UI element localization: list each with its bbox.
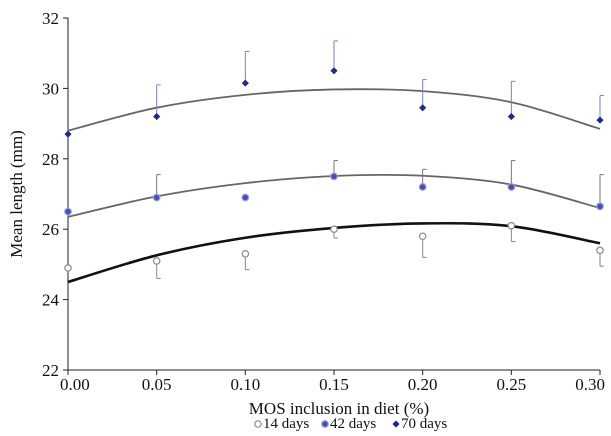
plot-area: 22 24 26 28 30 32 0.00 0.05 0.10 0.15 0.20 0.25 0.3…: [42, 9, 605, 394]
data-point-series-3: [330, 67, 338, 75]
data-point-series-1: [64, 264, 72, 272]
data-point-series-3: [419, 104, 427, 112]
x-ticks: 0.00 0.05 0.10 0.15 0.20 0.25 0.30: [60, 370, 605, 394]
y-tick-label: 24: [42, 291, 60, 310]
data-point-series-2: [330, 172, 338, 181]
x-tick-label: 0.20: [408, 375, 438, 394]
x-tick-label: 0.25: [496, 375, 526, 394]
x-tick-label: 0.05: [142, 375, 172, 394]
data-point-series-3: [507, 112, 515, 121]
y-ticks: 22 24 26 28 30 32: [42, 9, 68, 380]
legend-label-3: 70 days: [401, 416, 447, 432]
data-point-series-1: [418, 232, 427, 241]
data-point-series-1: [241, 250, 250, 258]
x-tick-label: 0.10: [230, 375, 260, 394]
data-markers: [64, 67, 604, 272]
fit-curve-3: [67, 88, 601, 132]
error-bars: [156, 40, 604, 279]
data-point-series-2: [596, 202, 604, 211]
data-point-series-1: [596, 246, 604, 255]
legend-marker-1: [254, 420, 262, 428]
legend-label-2: 42 days: [330, 416, 376, 432]
fit-lines: [67, 88, 601, 284]
y-tick-label: 32: [42, 9, 59, 28]
data-point-series-1: [152, 257, 161, 265]
data-point-series-3: [241, 79, 249, 87]
data-point-series-2: [241, 193, 250, 202]
x-tick-label: 0.30: [575, 375, 605, 394]
x-tick-label: 0.00: [60, 375, 90, 394]
legend: 14 days 42 days 70 days: [254, 416, 447, 432]
data-point-series-1: [330, 225, 338, 234]
legend-label-1: 14 days: [263, 416, 309, 432]
y-axis-label: Mean length (mm): [7, 130, 26, 257]
data-point-series-2: [64, 207, 72, 216]
y-tick-label: 22: [42, 361, 59, 380]
data-point-series-3: [596, 116, 604, 124]
data-point-series-2: [152, 193, 161, 202]
fit-curve-2: [67, 173, 601, 218]
x-tick-label: 0.15: [319, 375, 349, 394]
data-point-series-1: [507, 221, 516, 230]
legend-marker-3: [392, 420, 400, 428]
y-tick-label: 30: [42, 79, 59, 98]
legend-marker-2: [321, 420, 329, 428]
y-tick-label: 28: [42, 150, 59, 169]
x-axis-label: MOS inclusion in diet (%): [249, 399, 429, 418]
data-point-series-3: [153, 112, 161, 121]
data-point-series-3: [64, 130, 72, 138]
data-point-series-2: [418, 183, 427, 191]
data-point-series-2: [507, 183, 516, 191]
y-tick-label: 26: [42, 220, 59, 239]
